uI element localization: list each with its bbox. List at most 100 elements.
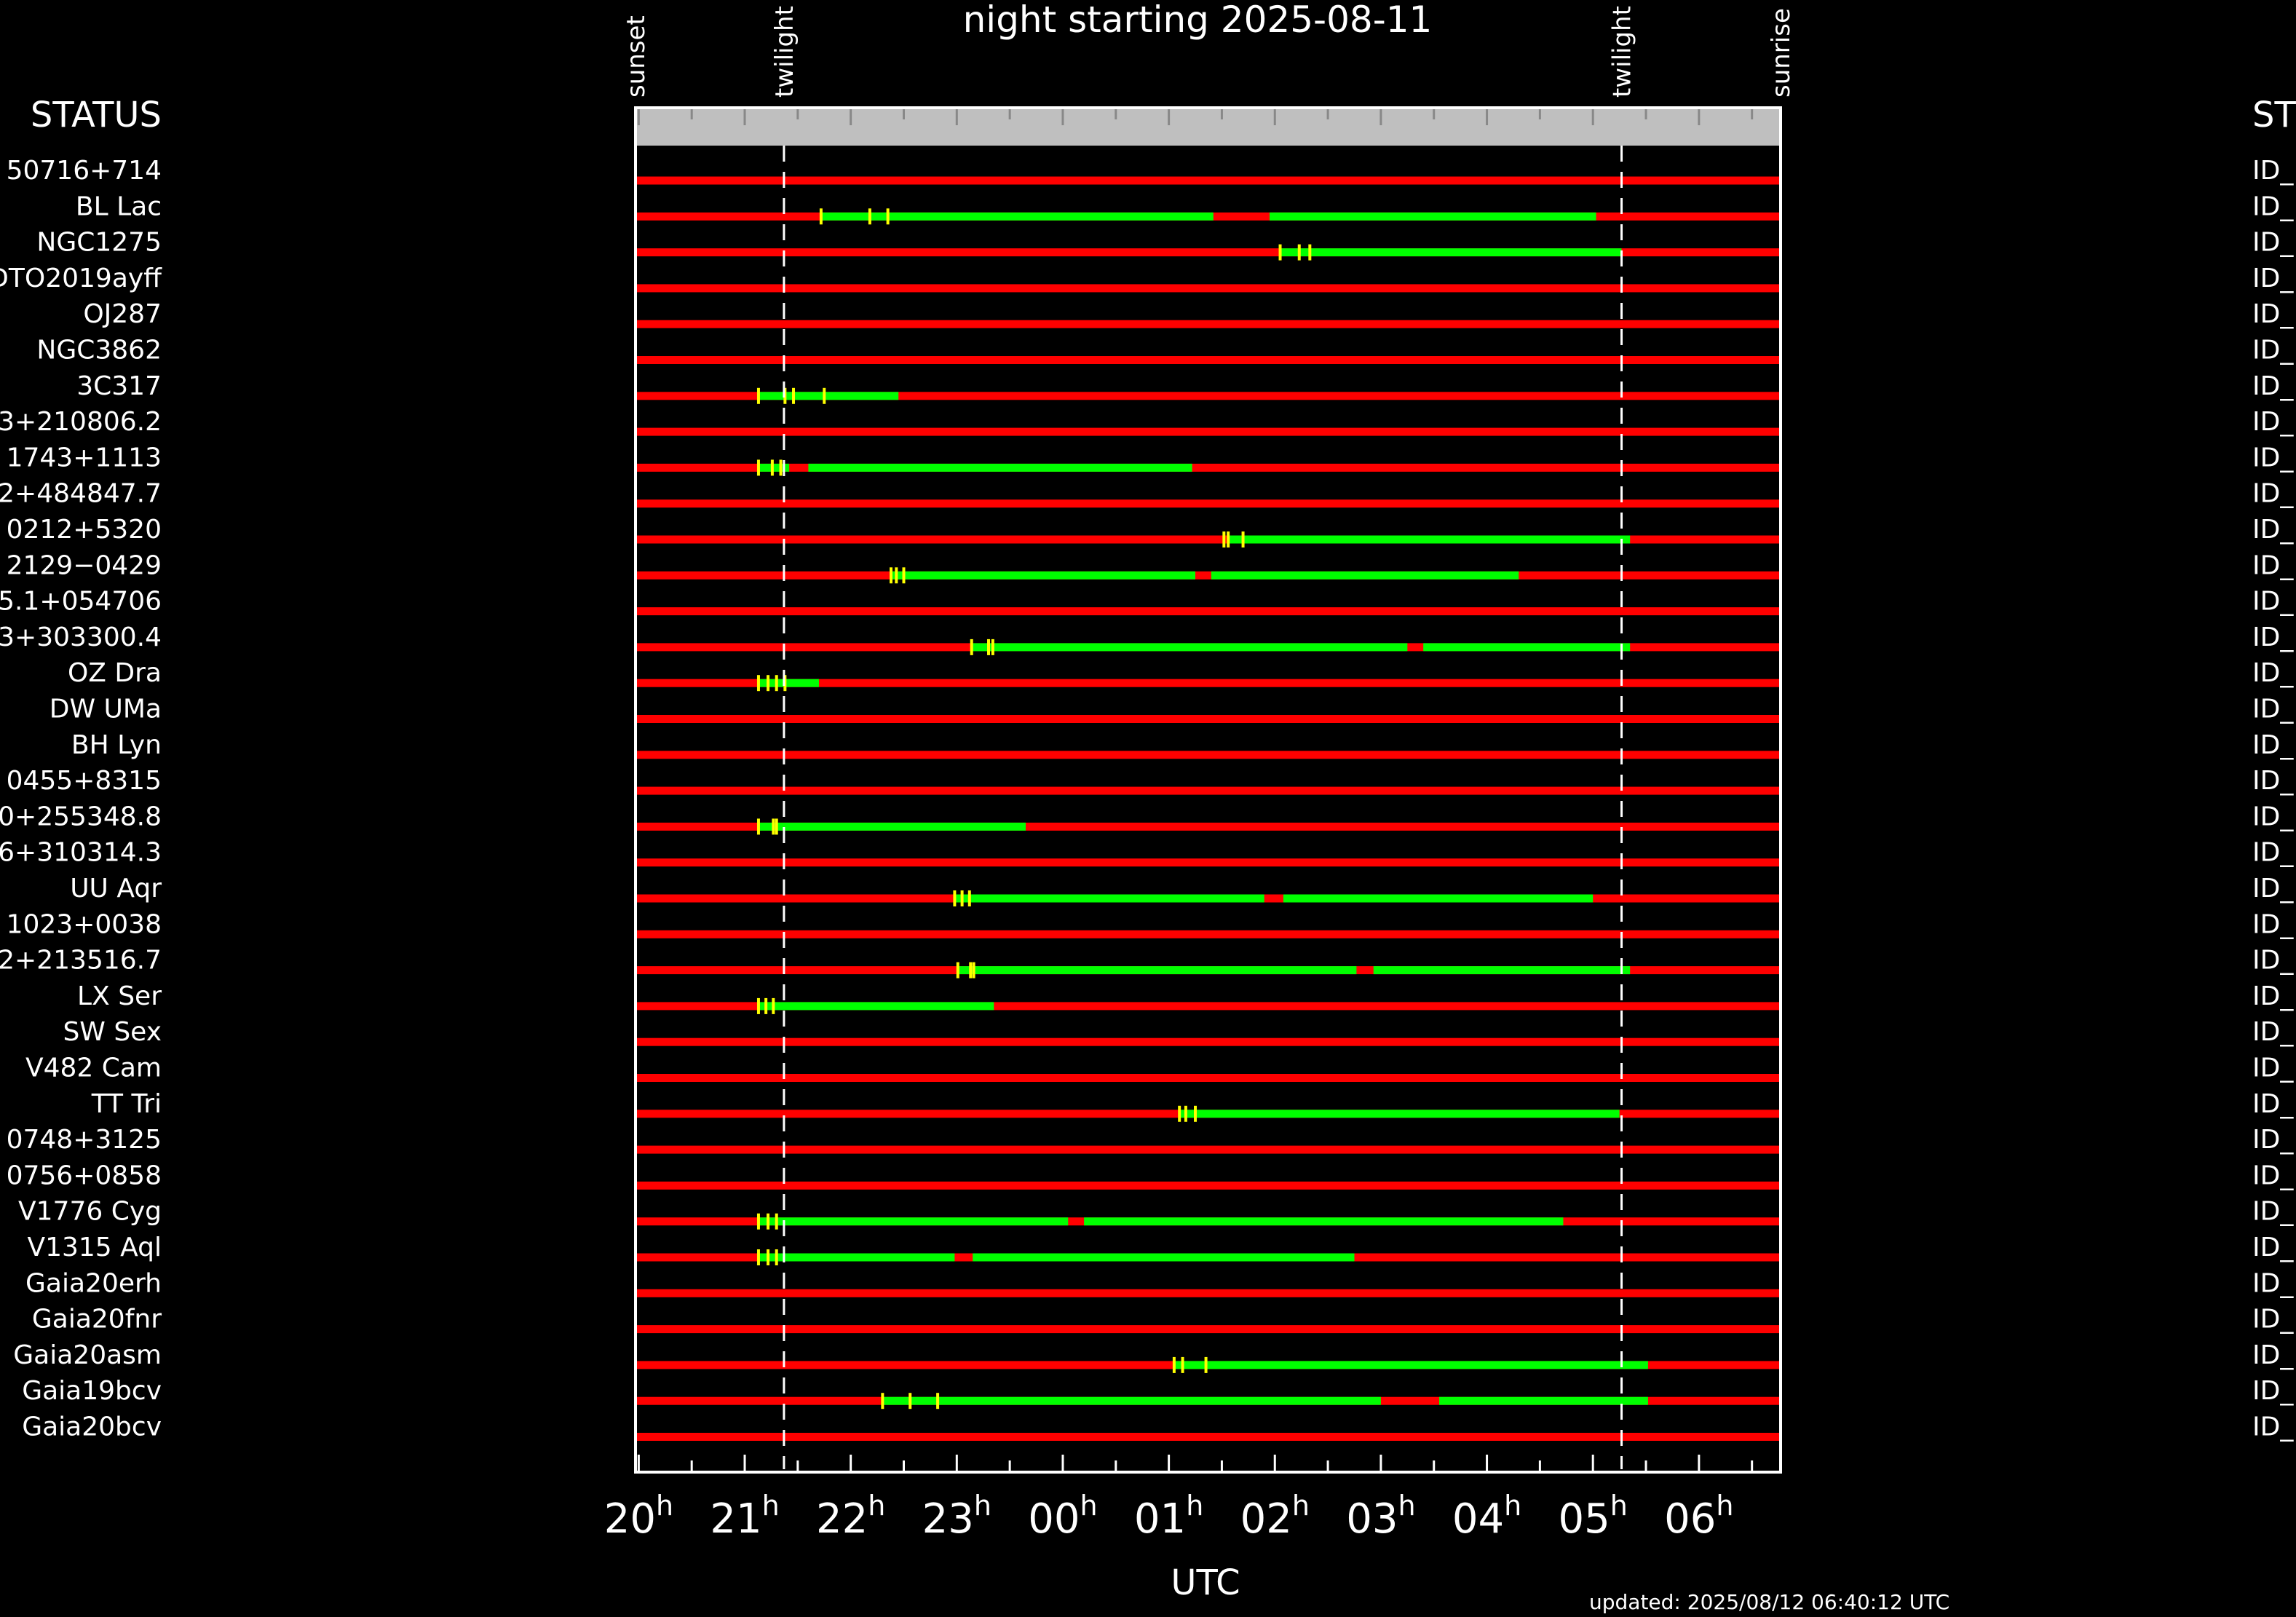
unobservable-bar [637,463,1779,472]
target-id: ID_ [2252,407,2294,437]
x-tick-sup: h [1610,1490,1628,1522]
target-name: BL Lac [76,191,162,221]
unobservable-bar [637,1181,1779,1190]
target-row [637,1393,1779,1410]
x-tick-label: 20h [604,1490,673,1543]
chart-text: night starting 2025-08-11 STATUS ST UTC … [31,0,2296,1614]
unobservable-bar [637,248,1779,257]
target-name: NGC3862 [36,336,162,365]
target-row [637,387,1779,404]
target-row [637,1289,1779,1297]
target-id: ID_ [2252,443,2294,473]
observable-bar [1280,248,1622,257]
observable-bar [820,212,1214,221]
observable-bar [1173,1361,1648,1369]
unobservable-bar [637,1289,1779,1297]
x-tick-sup: h [656,1490,673,1522]
target-name: BH Lyn [71,730,162,760]
plot-frame [634,106,1782,1474]
target-id: ID_ [2252,874,2294,904]
target-name: 0748+3125 [7,1125,162,1155]
unobservable-bar [637,607,1779,616]
x-tick-sup: h [1292,1490,1310,1522]
unobservable-bar [637,822,1779,831]
x-tick-label: 00h [1028,1490,1097,1543]
x-tick-label: 03h [1346,1490,1415,1543]
x-tick-sup: h [1398,1490,1415,1522]
target-id: ID_ [2252,909,2294,939]
x-tick-sup: h [868,1490,885,1522]
target-row [637,962,1779,978]
twilight-label: twilight [1608,6,1637,98]
target-name: OZ Dra [68,658,162,688]
target-id: ID_ [2252,695,2294,724]
target-id: ID_ [2252,1125,2294,1155]
target-id: ID_ [2252,658,2294,688]
target-row [637,1181,1779,1190]
target-name: 2+484847.7 [0,479,162,509]
target-row [637,715,1779,723]
target-name: NGC1275 [36,228,162,258]
target-id: ID_ [2252,1197,2294,1227]
observable-bar [1227,535,1631,544]
x-tick-sup: h [762,1490,780,1522]
target-name: 2129−0429 [7,550,162,580]
unobservable-bar [637,356,1779,364]
target-id: ID_ [2252,1161,2294,1190]
target-id: ID_ [2252,1305,2294,1335]
target-row [637,930,1779,938]
observable-bar [1439,1396,1648,1405]
target-id: ID_ [2252,1376,2294,1406]
observable-bar [882,1396,1381,1405]
target-id: ID_ [2252,838,2294,868]
target-id: ID_ [2252,550,2294,580]
target-id: ID_ [2252,802,2294,831]
target-name: DTO2019ayff [0,264,162,293]
target-row [637,427,1779,436]
unobservable-bar [637,1002,1779,1011]
target-name: 3+210806.2 [0,407,162,437]
target-row [637,1325,1779,1334]
target-row [637,639,1779,655]
observable-bar [758,1217,1069,1226]
target-row [637,1105,1779,1122]
x-tick-label: 22h [816,1490,885,1543]
target-labels: 50716+714 ID_ BL Lac ID_ NGC1275 ID_ DTO2019ay… [0,156,2294,1442]
unobservable-bar [637,751,1779,759]
observable-bar [758,392,899,400]
target-id: ID_ [2252,336,2294,365]
target-row [637,1213,1779,1230]
target-name: Gaia20asm [13,1340,162,1370]
target-row [637,320,1779,328]
chart-background [634,106,1782,1474]
target-row [637,607,1779,616]
target-id: ID_ [2252,479,2294,509]
observable-bar [758,679,819,687]
unobservable-bar [637,176,1779,185]
target-row [637,786,1779,795]
x-tick-label: 01h [1134,1490,1203,1543]
target-id: ID_ [2252,730,2294,760]
target-id: ID_ [2252,1017,2294,1047]
target-row [637,1037,1779,1046]
unobservable-bar [637,1145,1779,1154]
unobservable-bar [637,1037,1779,1046]
target-name: Gaia19bcv [22,1376,162,1406]
observable-bar [1283,894,1594,903]
right-status-header: ST [2252,95,2296,135]
target-id: ID_ [2252,515,2294,545]
chart-title: night starting 2025-08-11 [963,0,1433,41]
unobservable-bar [637,284,1779,293]
target-id: ID_ [2252,981,2294,1011]
x-tick-sup: h [974,1490,991,1522]
unobservable-bar [637,499,1779,508]
observable-bar [891,571,1196,580]
target-row [637,818,1779,835]
observable-bar [1269,212,1596,221]
target-row [637,1145,1779,1154]
observable-bar [973,643,1408,652]
observable-bar [1211,571,1519,580]
target-id: ID_ [2252,1268,2294,1298]
target-id: ID_ [2252,1340,2294,1370]
target-id: ID_ [2252,228,2294,258]
